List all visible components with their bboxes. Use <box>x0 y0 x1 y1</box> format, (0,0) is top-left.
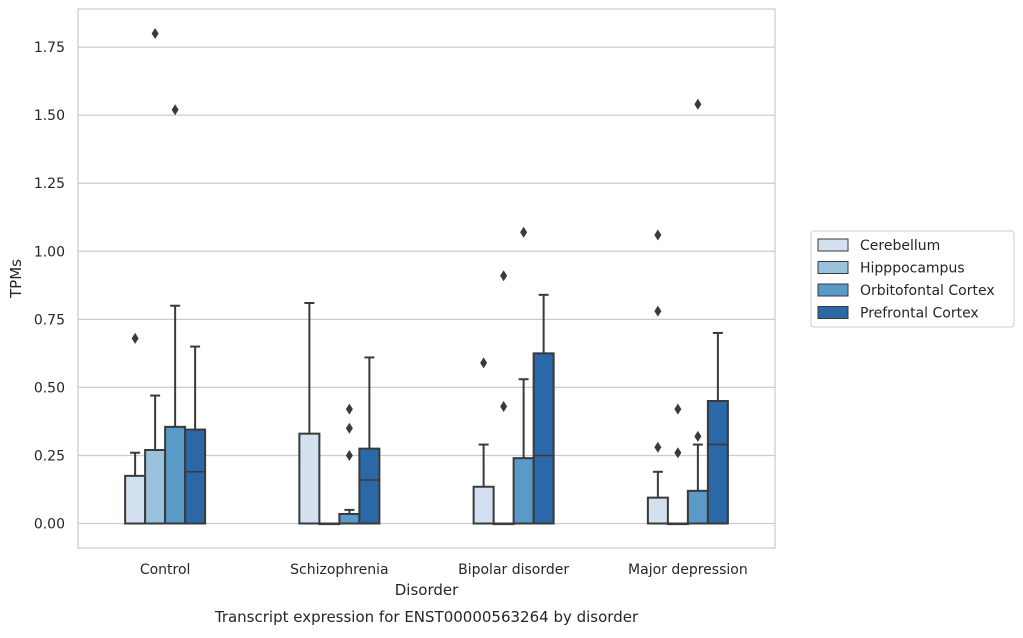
outlier-point <box>345 403 353 415</box>
box-1-0 <box>298 302 321 525</box>
box-body <box>338 512 361 525</box>
outlier-point <box>674 447 682 459</box>
outlier-point <box>520 226 528 238</box>
legend-swatch-0 <box>817 238 849 252</box>
legend-label-1: Hipppocampus <box>860 261 965 277</box>
x-tick-label-0: Control <box>140 562 191 578</box>
outlier-point <box>500 270 508 282</box>
box-1-2 <box>338 403 361 525</box>
box-body <box>184 428 207 525</box>
x-tick-label-2: Bipolar disorder <box>458 562 569 578</box>
outlier-point <box>654 229 662 241</box>
box-body <box>124 474 147 525</box>
outlier-point <box>345 422 353 434</box>
box-2-2 <box>512 226 535 525</box>
outlier-point <box>654 441 662 453</box>
box-body <box>532 352 555 525</box>
box-2-3 <box>532 293 555 525</box>
y-tick-label-3: 0.75 <box>34 312 65 328</box>
box-0-1 <box>144 28 167 525</box>
box-body <box>298 432 321 525</box>
box-3-2 <box>686 98 709 525</box>
legend: Cerebellum Hipppocampus Orbitofontal Corte… <box>810 230 1015 328</box>
outlier-point <box>151 28 159 39</box>
box-1-1 <box>318 522 341 526</box>
y-tick-label-6: 1.50 <box>34 108 65 124</box>
x-tick-label-1: Schizophrenia <box>290 562 388 578</box>
boxes <box>124 28 729 526</box>
outlier-point <box>345 449 353 461</box>
legend-label-2: Orbitofontal Cortex <box>860 283 995 299</box>
y-tick-label-2: 0.50 <box>34 380 65 396</box>
chart-caption: Transcript expression for ENST0000056326… <box>214 608 639 626</box>
outlier-point <box>171 104 179 116</box>
legend-swatch-2 <box>817 283 849 297</box>
outlier-point <box>654 305 662 317</box>
box-body <box>164 425 187 525</box>
legend-label-3: Prefrontal Cortex <box>860 306 979 322</box>
box-body <box>358 447 381 525</box>
legend-label-0: Cerebellum <box>860 238 940 254</box>
y-tick-label-7: 1.75 <box>34 40 65 56</box>
box-2-1 <box>492 270 515 526</box>
box-body <box>706 400 729 525</box>
box-1-3 <box>358 356 381 525</box>
box-body <box>512 457 535 525</box>
box-0-2 <box>164 104 187 525</box>
outlier-point <box>694 430 702 442</box>
box-0-0 <box>124 332 147 525</box>
box-3-0 <box>646 229 669 525</box>
x-axis-label: Disorder <box>395 581 459 599</box>
box-body <box>646 496 669 525</box>
outlier-point <box>674 403 682 415</box>
box-0-3 <box>184 345 207 525</box>
x-axis-ticks: Control Schizophrenia Bipolar disorder Majo… <box>140 562 748 578</box>
box-body <box>144 449 167 525</box>
y-tick-label-5: 1.25 <box>34 176 65 192</box>
y-axis-label: TPMs <box>7 259 25 299</box>
legend-swatch-3 <box>817 306 849 319</box>
y-tick-label-4: 1.00 <box>34 244 65 260</box>
outlier-point <box>694 98 702 110</box>
box-2-0 <box>472 357 495 525</box>
outlier-point <box>500 400 508 412</box>
box-body <box>686 489 709 525</box>
y-tick-label-0: 0.00 <box>34 517 65 533</box>
box-3-3 <box>706 331 729 525</box>
y-axis-ticks: 0.00 0.25 0.50 0.75 1.00 1.25 1.50 1.75 <box>34 40 65 532</box>
legend-swatch-1 <box>817 261 849 274</box>
box-body <box>472 485 495 525</box>
plot-frame <box>77 8 776 549</box>
x-tick-label-3: Major depression <box>628 562 748 578</box>
box-3-1 <box>666 403 689 526</box>
outlier-point <box>480 357 488 369</box>
legend-frame <box>810 230 1015 328</box>
y-tick-label-1: 0.25 <box>34 448 65 464</box>
outlier-point <box>131 332 139 344</box>
